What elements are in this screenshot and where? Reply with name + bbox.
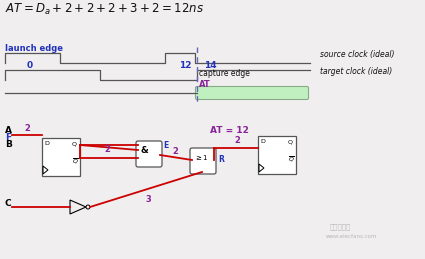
Text: 3: 3 — [145, 195, 151, 204]
Text: source clock (ideal): source clock (ideal) — [320, 50, 394, 59]
Text: $\geq$1: $\geq$1 — [194, 153, 208, 162]
Text: $\overline{Q}$: $\overline{Q}$ — [288, 155, 295, 164]
Text: B: B — [5, 140, 12, 149]
Text: www.elecfans.com: www.elecfans.com — [326, 234, 377, 239]
Text: AT: AT — [199, 80, 211, 89]
Text: 2: 2 — [104, 145, 110, 154]
Text: E: E — [163, 141, 168, 150]
Text: 2: 2 — [172, 147, 178, 156]
Text: Q: Q — [72, 141, 77, 146]
Text: D: D — [44, 141, 49, 146]
Text: $\overline{Q}$: $\overline{Q}$ — [72, 157, 79, 166]
Text: capture edge: capture edge — [199, 69, 250, 78]
Text: 0: 0 — [27, 61, 33, 70]
FancyBboxPatch shape — [196, 87, 309, 99]
Text: C: C — [5, 199, 11, 208]
Text: F: F — [5, 133, 11, 142]
Text: $AT = D_a + 2 + 2 + 2 + 3 + 2 = 12ns$: $AT = D_a + 2 + 2 + 2 + 3 + 2 = 12ns$ — [5, 2, 204, 17]
FancyBboxPatch shape — [136, 141, 162, 167]
Text: &: & — [141, 146, 149, 155]
Text: D: D — [260, 139, 265, 144]
Bar — [42, 138, 80, 176]
FancyBboxPatch shape — [190, 148, 216, 174]
Text: AT = 12: AT = 12 — [210, 126, 249, 135]
Text: A: A — [5, 126, 12, 135]
Text: 12: 12 — [179, 61, 192, 70]
Text: 14: 14 — [204, 61, 217, 70]
Text: 2: 2 — [24, 124, 30, 133]
Text: R: R — [218, 155, 224, 164]
Text: target clock (ideal): target clock (ideal) — [320, 67, 392, 76]
Text: 2: 2 — [234, 136, 240, 145]
Text: Q: Q — [288, 139, 293, 144]
Text: 电子发烧友: 电子发烧友 — [330, 223, 351, 230]
Text: launch edge: launch edge — [5, 44, 63, 53]
Bar — [258, 136, 296, 174]
